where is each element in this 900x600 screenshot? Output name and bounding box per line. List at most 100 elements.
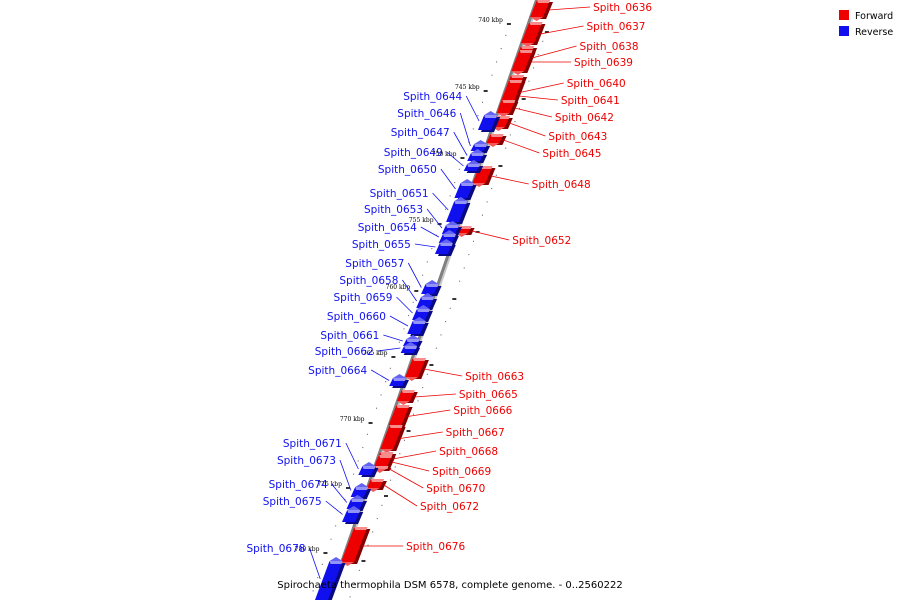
gene-label[interactable]: Spith_0648 — [532, 179, 591, 191]
gene-label[interactable]: Spith_0637 — [586, 21, 645, 33]
tick-label: 775 kbp — [317, 481, 342, 488]
gene-label[interactable]: Spith_0652 — [512, 235, 571, 247]
gene-highlight — [454, 201, 468, 204]
gene-spith-0642[interactable] — [496, 100, 519, 117]
gene-spith-0662[interactable] — [400, 342, 421, 355]
gene-label[interactable]: Spith_0642 — [555, 112, 614, 124]
gene-highlight — [380, 452, 394, 455]
gene-label[interactable]: Spith_0674 — [269, 479, 328, 491]
gene-spith-0657[interactable] — [421, 280, 442, 296]
gene-label[interactable]: Spith_0670 — [426, 483, 485, 495]
gene-label[interactable]: Spith_0664 — [308, 365, 367, 377]
gene-arrowhead — [362, 462, 376, 466]
gene-spith-0655[interactable] — [434, 239, 456, 256]
gene-label[interactable]: Spith_0645 — [542, 148, 601, 160]
gene-label[interactable]: Spith_0672 — [420, 501, 479, 513]
gene-label[interactable]: Spith_0668 — [439, 446, 498, 458]
gene-label[interactable]: Spith_0638 — [580, 41, 639, 53]
gene-spith-0645[interactable] — [486, 134, 507, 147]
gene-label[interactable]: Spith_0673 — [277, 455, 336, 467]
gene-label[interactable]: Spith_0647 — [391, 127, 450, 139]
label-leader — [339, 459, 352, 491]
gene-label[interactable]: Spith_0639 — [574, 57, 633, 69]
label-leader — [414, 243, 436, 248]
tick-label: 780 kbp — [295, 546, 320, 553]
gene-label[interactable]: Spith_0654 — [358, 222, 417, 234]
gene-spith-0672[interactable] — [366, 479, 387, 492]
label-leader — [391, 461, 430, 472]
gene-label[interactable]: Spith_0675 — [263, 496, 322, 508]
gene-spith-0678[interactable] — [314, 557, 346, 600]
gene-label[interactable]: Spith_0667 — [446, 427, 505, 439]
gene-label[interactable]: Spith_0640 — [567, 78, 626, 90]
gene-label[interactable]: Spith_0657 — [345, 258, 404, 270]
gene-label[interactable]: Spith_0660 — [327, 311, 386, 323]
gene-arrowhead — [486, 143, 500, 147]
gene-label[interactable]: Spith_0636 — [593, 2, 652, 14]
gene-highlight — [439, 243, 453, 246]
gene-spith-0675[interactable] — [342, 506, 364, 524]
gene-highlight — [375, 466, 389, 469]
gene-label[interactable]: Spith_0665 — [459, 389, 518, 401]
gene-spith-0651[interactable] — [446, 197, 471, 224]
gene-spith-0636[interactable] — [530, 0, 554, 21]
gene-highlight — [502, 100, 516, 103]
gene-label[interactable]: Spith_0666 — [453, 405, 512, 417]
gene-label[interactable]: Spith_0676 — [406, 541, 465, 553]
legend-label-reverse: Reverse — [855, 27, 893, 38]
label-leader — [453, 131, 468, 156]
gene-label[interactable]: Spith_0653 — [364, 204, 423, 216]
gene-label[interactable]: Spith_0671 — [283, 438, 342, 450]
gene-spith-0639[interactable] — [511, 50, 536, 75]
gene-label[interactable]: Spith_0678 — [246, 543, 305, 555]
gene-spith-0637[interactable] — [521, 22, 546, 47]
gene-label[interactable]: Spith_0655 — [352, 239, 411, 251]
gene-arrowhead — [355, 483, 369, 487]
gene-label[interactable]: Spith_0644 — [403, 91, 462, 103]
gene-spith-0663[interactable] — [405, 358, 429, 381]
gene-highlight — [496, 116, 510, 119]
gene-spith-0660[interactable] — [407, 317, 429, 336]
gene-label[interactable]: Spith_0651 — [370, 188, 429, 200]
gene-label[interactable]: Spith_0650 — [378, 164, 437, 176]
tick-layer: 740 kbp 745 kbp 750 kbp 755 kbp 760 kbp 765 k… — [295, 17, 549, 598]
gene-arrowhead — [471, 149, 485, 153]
gene-spith-0671[interactable] — [358, 462, 379, 477]
label-leader — [325, 500, 343, 515]
gene-highlight — [412, 321, 426, 324]
gene-label[interactable]: Spith_0658 — [339, 275, 398, 287]
gene-arrowhead — [412, 317, 426, 321]
gene-spith-0667[interactable] — [380, 425, 406, 453]
gene-label[interactable]: Spith_0661 — [320, 330, 379, 342]
label-leader — [424, 368, 463, 377]
gene-label[interactable]: Spith_0662 — [315, 346, 374, 358]
gene-label[interactable]: Spith_0643 — [548, 131, 607, 143]
gene-body — [341, 527, 368, 562]
gene-label[interactable]: Spith_0646 — [397, 108, 456, 120]
legend-label-forward: Forward — [855, 11, 893, 22]
gene-label[interactable]: Spith_0669 — [432, 466, 491, 478]
gene-highlight — [537, 0, 551, 3]
gene-spith-0649[interactable] — [463, 160, 484, 173]
gene-spith-0650[interactable] — [454, 179, 477, 200]
label-leader — [407, 262, 422, 288]
label-leader — [407, 409, 451, 417]
gene-highlight — [406, 339, 420, 342]
label-leader — [331, 483, 348, 503]
gene-spith-0665[interactable] — [396, 390, 418, 405]
gene-label[interactable]: Spith_0659 — [334, 292, 393, 304]
gene-spith-0664[interactable] — [389, 374, 409, 388]
label-leader — [392, 450, 437, 460]
label-leader — [345, 442, 359, 470]
label-leader — [377, 347, 401, 352]
gene-spith-0644[interactable] — [477, 111, 501, 132]
label-leader — [399, 431, 443, 439]
gene-arrowhead — [454, 197, 468, 201]
gene-highlight — [416, 309, 430, 312]
gene-spith-0648[interactable] — [472, 166, 496, 187]
gene-label[interactable]: Spith_0641 — [561, 95, 620, 107]
gene-body — [380, 425, 403, 449]
gene-label[interactable]: Spith_0663 — [465, 371, 524, 383]
label-leader — [426, 208, 443, 229]
gene-label[interactable]: Spith_0649 — [384, 147, 443, 159]
